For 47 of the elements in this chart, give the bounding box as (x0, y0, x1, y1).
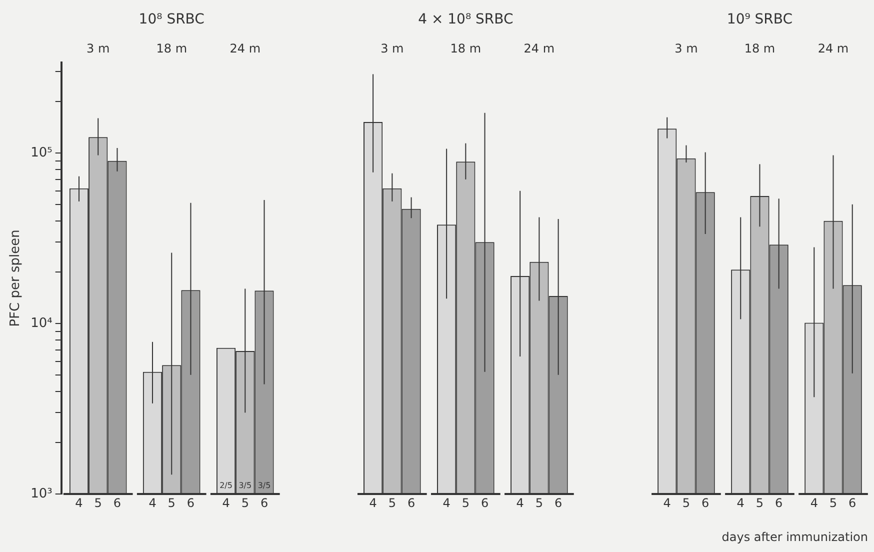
x-tick-label: 24 m (230, 41, 261, 56)
text: 6 (702, 496, 710, 510)
x-axis-title: days after immunization (722, 530, 868, 544)
text: 4 (810, 496, 818, 510)
text: 4 × 10⁸ SRBC (418, 12, 514, 28)
text: 4 (663, 496, 671, 510)
y-tick-label: 10⁵ (30, 145, 52, 160)
text: 6 (554, 496, 562, 510)
y-tick-label: 10⁴ (30, 316, 52, 331)
y-tick-label: 10³ (30, 486, 52, 502)
text: 5 (168, 496, 176, 510)
text: 4 (442, 496, 450, 510)
annotation: 3/5 (258, 481, 271, 490)
text: 5 (241, 496, 249, 510)
text: 4 (222, 496, 230, 510)
text: 10⁹ SRBC (726, 12, 793, 28)
text: 4 (736, 496, 744, 510)
series-label: 5 (94, 496, 102, 510)
x-tick-label: 18 m (156, 41, 188, 56)
y-axis-title: PFC per spleen (8, 230, 24, 327)
text: 6 (186, 496, 195, 510)
text: 4 (369, 496, 377, 510)
text: 6 (260, 496, 268, 510)
text: 6 (775, 496, 783, 510)
x-tick-label: 3 m (674, 41, 698, 56)
text: 5 (756, 496, 764, 510)
text: 6 (848, 496, 856, 510)
text: 5 (462, 496, 470, 510)
x-tick-label: 3 m (86, 41, 110, 56)
annotation: 3/5 (238, 481, 252, 490)
x-tick-label: 24 m (524, 41, 555, 56)
text: 5 (388, 496, 396, 510)
text: 6 (407, 496, 416, 510)
x-tick-label: 18 m (744, 41, 776, 56)
text: 5 (829, 496, 838, 510)
series-label: 4 (75, 496, 83, 510)
x-tick-label: 24 m (818, 41, 849, 56)
annotation: 2/5 (220, 481, 232, 490)
text: 4 (148, 496, 156, 510)
text: 5 (682, 496, 690, 510)
x-tick-label: 3 m (380, 41, 404, 56)
text: 4 (516, 496, 524, 510)
series-label: 6 (113, 496, 122, 510)
x-tick-label: 18 m (450, 41, 482, 56)
text: 6 (480, 496, 489, 510)
text: 5 (535, 496, 544, 510)
text: 10⁸ SRBC (138, 12, 205, 28)
